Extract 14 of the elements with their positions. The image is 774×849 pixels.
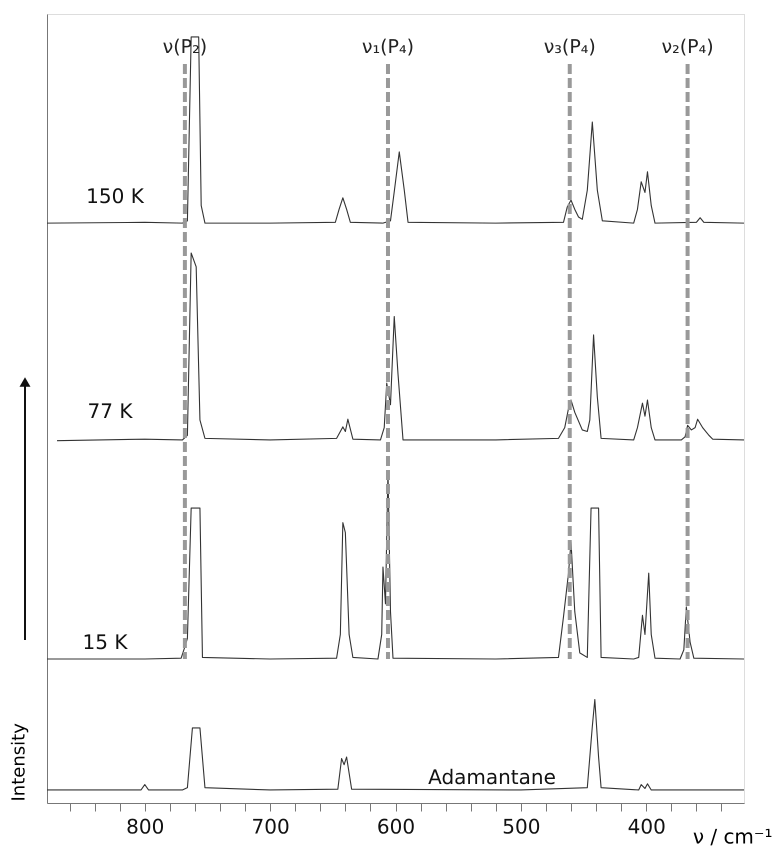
- series-label: 15 K: [82, 630, 128, 654]
- ref-line-label: ν₂(P₄): [662, 36, 714, 58]
- series-label: 150 K: [86, 184, 145, 208]
- series-label: Adamantane: [428, 765, 556, 789]
- series-label: 77 K: [88, 399, 134, 423]
- x-tick-label: 500: [502, 814, 540, 838]
- x-axis-title: ν / cm⁻¹: [692, 824, 772, 848]
- y-axis-title: Intensity: [8, 722, 30, 802]
- ref-line-label: ν₁(P₄): [362, 36, 414, 58]
- x-tick-label: 400: [628, 814, 666, 838]
- x-tick-label: 600: [376, 814, 416, 838]
- x-tick-label: 700: [252, 814, 290, 838]
- ref-line-label: ν₃(P₄): [544, 36, 596, 58]
- x-tick-label: 800: [126, 814, 164, 838]
